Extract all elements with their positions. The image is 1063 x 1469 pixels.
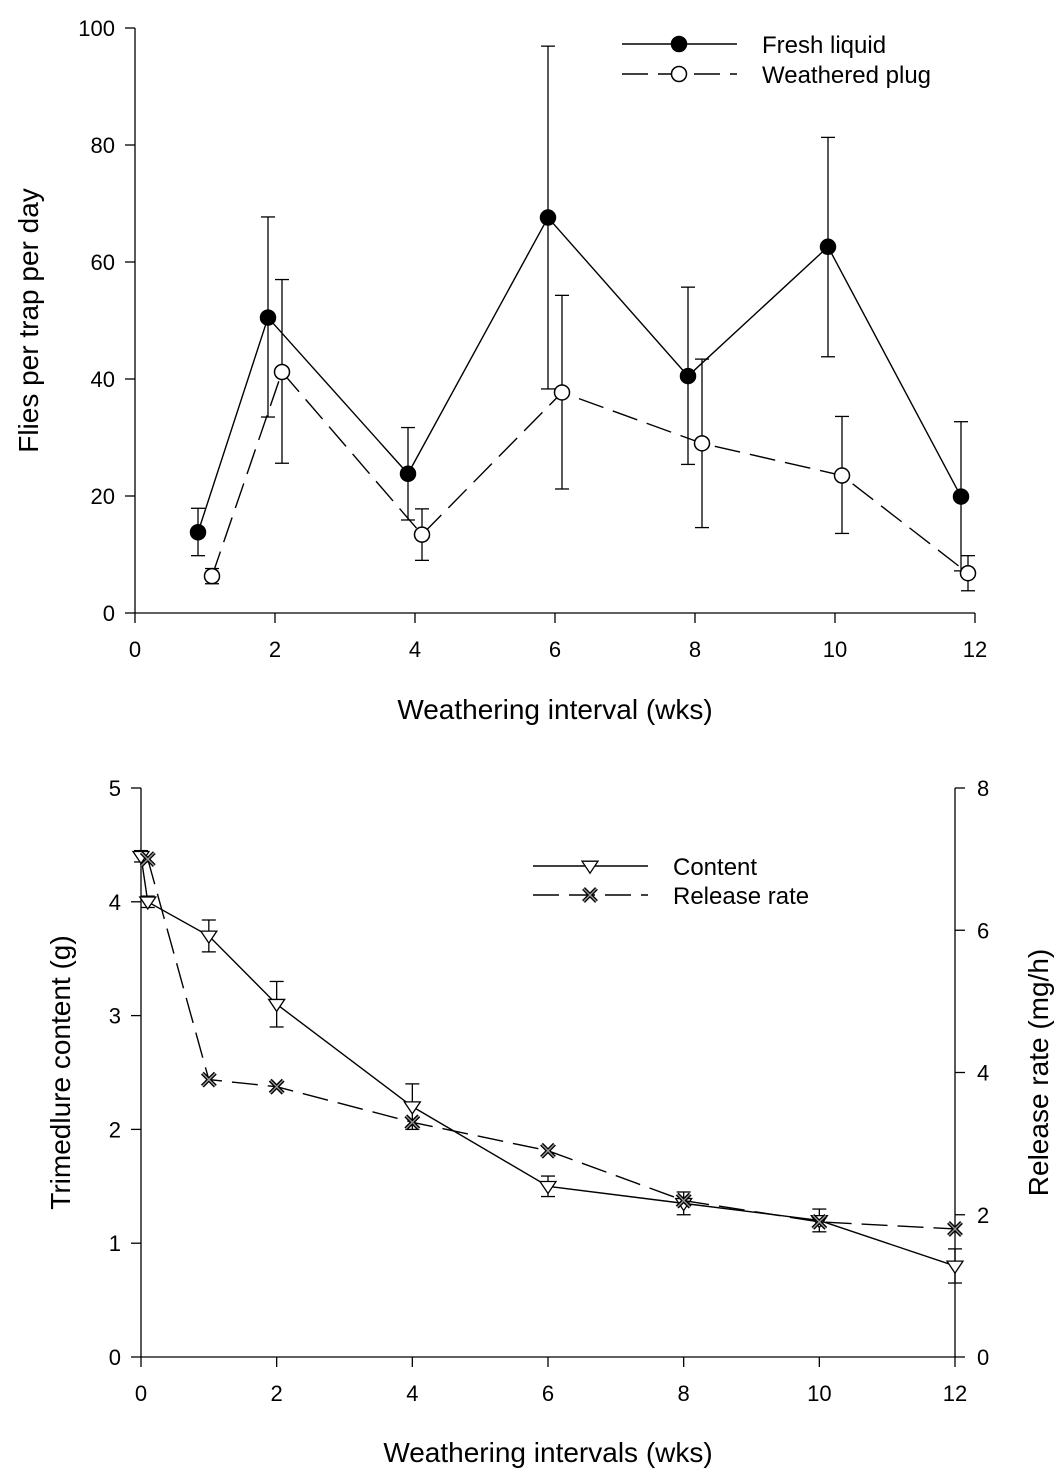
x-axis-title: Weathering intervals (wks) bbox=[383, 1437, 712, 1468]
x-tick-label: 10 bbox=[823, 637, 847, 662]
y-tick-label: 0 bbox=[103, 601, 115, 626]
x-tick-label: 2 bbox=[269, 637, 281, 662]
data-point bbox=[403, 1101, 422, 1116]
legend-label: Content bbox=[673, 854, 757, 881]
y2-tick-label: 2 bbox=[977, 1203, 989, 1228]
series-0 bbox=[189, 45, 970, 572]
series-1 bbox=[203, 278, 977, 592]
legend-marker bbox=[670, 35, 688, 53]
data-point-d bbox=[405, 1115, 420, 1130]
x-tick-label: 8 bbox=[689, 637, 701, 662]
data-point bbox=[399, 465, 417, 483]
y-tick-label: 0 bbox=[109, 1345, 121, 1370]
y2-axis-title: Release rate (mg/h) bbox=[1023, 949, 1054, 1196]
data-point bbox=[553, 384, 571, 401]
x-tick-label: 6 bbox=[549, 637, 561, 662]
legend-marker bbox=[670, 65, 688, 83]
y2-tick-label: 0 bbox=[977, 1345, 989, 1370]
y-tick-label: 4 bbox=[109, 890, 121, 915]
series-line-1 bbox=[147, 858, 956, 1230]
series-line-1 bbox=[211, 370, 969, 577]
y-tick-label: 1 bbox=[109, 1231, 121, 1256]
series-line-0 bbox=[197, 216, 962, 533]
data-point bbox=[952, 488, 970, 505]
x-axis-title: Weathering interval (wks) bbox=[397, 694, 712, 725]
y-tick-label: 5 bbox=[109, 776, 121, 801]
y-tick-label: 60 bbox=[91, 250, 115, 275]
y-tick-label: 2 bbox=[109, 1117, 121, 1142]
data-point-d bbox=[812, 1214, 827, 1229]
x-tick-label: 6 bbox=[542, 1381, 554, 1406]
data-point bbox=[945, 1260, 965, 1275]
x-tick-label: 2 bbox=[271, 1381, 283, 1406]
legend-label: Release rate bbox=[673, 883, 809, 910]
data-point bbox=[959, 564, 977, 582]
data-point-d bbox=[140, 852, 155, 867]
data-point bbox=[538, 1180, 558, 1195]
legend-marker bbox=[580, 860, 600, 875]
data-point bbox=[189, 524, 207, 541]
y-tick-label: 40 bbox=[91, 367, 115, 392]
legend-marker bbox=[582, 887, 598, 903]
legend-label: Fresh liquid bbox=[762, 32, 886, 59]
data-point bbox=[203, 567, 221, 585]
x-tick-label: 4 bbox=[406, 1381, 418, 1406]
data-point bbox=[540, 1142, 556, 1159]
data-point bbox=[199, 930, 219, 945]
legend-entry-0: Content bbox=[533, 854, 757, 881]
y2-tick-label: 8 bbox=[977, 776, 989, 801]
y-tick-label: 3 bbox=[109, 1004, 121, 1029]
data-point bbox=[833, 467, 851, 484]
y2-tick-label: 6 bbox=[977, 918, 989, 943]
data-point bbox=[679, 367, 697, 385]
data-point bbox=[413, 526, 431, 543]
legend-entry-1: Weathered plug bbox=[622, 62, 931, 89]
y2-tick-label: 4 bbox=[977, 1061, 989, 1086]
data-point bbox=[139, 851, 156, 868]
data-point bbox=[693, 435, 711, 452]
y-tick-label: 100 bbox=[78, 16, 115, 41]
x-tick-label: 12 bbox=[963, 637, 987, 662]
series-line-0 bbox=[140, 856, 956, 1267]
data-point bbox=[947, 1221, 963, 1237]
series-0 bbox=[131, 849, 965, 1284]
data-point bbox=[404, 1114, 421, 1131]
x-tick-label: 0 bbox=[129, 637, 141, 662]
data-point bbox=[539, 209, 557, 226]
data-point-d bbox=[269, 1079, 284, 1094]
legend-entry-0: Fresh liquid bbox=[622, 32, 886, 59]
data-point-d bbox=[676, 1193, 691, 1208]
y-axis-title: Trimedlure content (g) bbox=[45, 935, 76, 1209]
x-tick-label: 0 bbox=[135, 1381, 147, 1406]
x-tick-label: 4 bbox=[409, 637, 421, 662]
data-point bbox=[675, 1192, 692, 1209]
y-tick-label: 20 bbox=[91, 484, 115, 509]
y-axis-title: Flies per trap per day bbox=[13, 188, 44, 453]
chart-0: 0 2 4 6 8 10 12 0 20 40 60 80 100 Weathering interval… bbox=[13, 16, 987, 725]
data-point-d bbox=[948, 1222, 962, 1236]
data-point-d bbox=[541, 1143, 555, 1158]
legend-label: Weathered plug bbox=[762, 62, 931, 89]
series-1 bbox=[139, 851, 963, 1237]
data-point bbox=[268, 1078, 285, 1095]
legend-marker-d bbox=[583, 888, 597, 902]
x-tick-label: 12 bbox=[943, 1381, 967, 1406]
data-point bbox=[200, 1071, 217, 1088]
data-point bbox=[811, 1213, 828, 1230]
data-point bbox=[259, 309, 277, 326]
x-tick-label: 8 bbox=[678, 1381, 690, 1406]
data-point bbox=[267, 998, 286, 1013]
data-point-d bbox=[201, 1072, 216, 1087]
data-point bbox=[819, 238, 837, 256]
data-point bbox=[138, 896, 157, 911]
y-tick-label: 80 bbox=[91, 133, 115, 158]
x-tick-label: 10 bbox=[807, 1381, 831, 1406]
legend-entry-1: Release rate bbox=[533, 883, 809, 910]
data-point bbox=[273, 363, 291, 381]
